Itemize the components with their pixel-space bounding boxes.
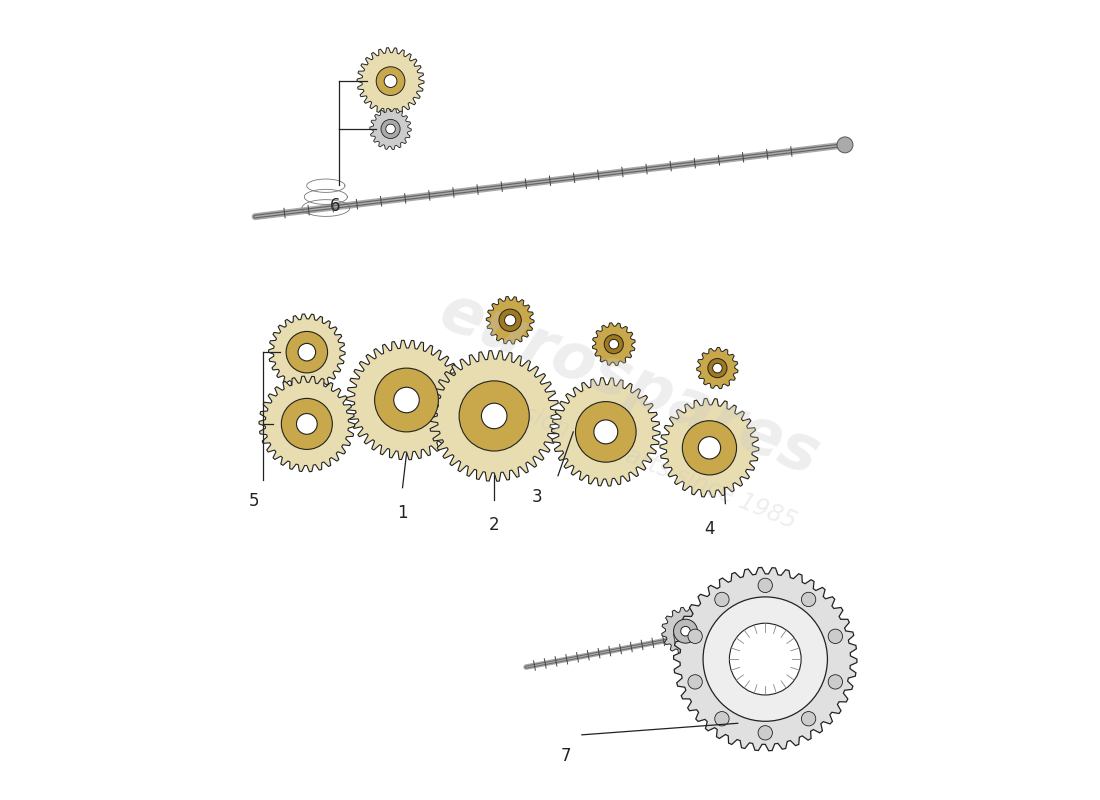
Circle shape [758,726,772,740]
Polygon shape [370,108,411,150]
Circle shape [575,402,636,462]
Circle shape [703,597,827,722]
Circle shape [375,368,439,432]
Circle shape [837,137,852,153]
Polygon shape [486,297,535,344]
Circle shape [282,398,332,450]
Text: eurospares: eurospares [431,280,828,489]
Text: 7: 7 [561,746,571,765]
Circle shape [298,343,316,361]
Polygon shape [662,607,710,655]
Circle shape [394,387,419,413]
Polygon shape [258,376,354,472]
Polygon shape [268,314,345,390]
Polygon shape [696,347,738,389]
Circle shape [376,66,405,95]
Circle shape [828,674,843,689]
Circle shape [384,74,397,87]
Circle shape [713,363,723,373]
Circle shape [386,124,395,134]
Circle shape [708,358,727,378]
Circle shape [715,711,729,726]
Circle shape [802,592,816,606]
Text: a passion for parts since 1985: a passion for parts since 1985 [460,378,800,534]
Circle shape [681,626,691,636]
Circle shape [604,334,624,354]
Circle shape [688,629,702,643]
Circle shape [609,339,618,349]
Circle shape [499,309,521,331]
Circle shape [758,578,772,593]
Circle shape [482,403,507,429]
Circle shape [682,421,737,475]
Circle shape [715,592,729,606]
Circle shape [505,314,516,326]
Circle shape [688,674,702,689]
Polygon shape [429,350,560,482]
Circle shape [729,623,801,695]
Text: 1: 1 [397,504,408,522]
Text: 4: 4 [704,519,715,538]
Circle shape [594,420,618,444]
Text: 6: 6 [330,197,340,214]
Circle shape [286,331,328,373]
Text: 3: 3 [531,488,542,506]
Polygon shape [660,398,759,497]
Polygon shape [673,567,857,750]
Polygon shape [551,378,660,486]
Circle shape [459,381,529,451]
Text: 2: 2 [488,515,499,534]
Circle shape [297,414,317,434]
Circle shape [828,629,843,643]
Circle shape [802,711,816,726]
Circle shape [698,437,720,459]
Polygon shape [593,322,635,366]
Circle shape [381,119,400,138]
Polygon shape [346,340,466,460]
Text: 5: 5 [249,492,258,510]
Circle shape [673,619,697,643]
Polygon shape [358,48,424,114]
